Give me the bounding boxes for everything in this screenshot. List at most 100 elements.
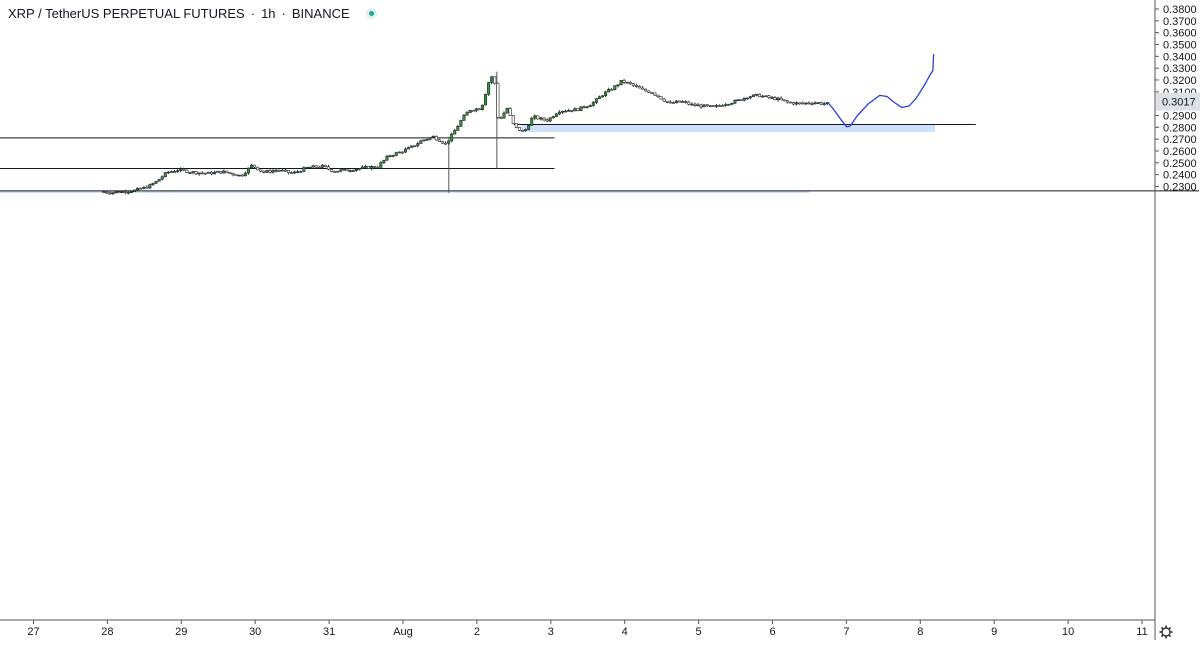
candle <box>791 101 795 106</box>
candle-body <box>231 173 235 176</box>
settings-gear-icon[interactable] <box>1159 625 1173 639</box>
zone-rect[interactable] <box>0 190 810 193</box>
candle-body <box>511 115 515 124</box>
gear-tooth <box>1168 626 1172 630</box>
candle <box>776 96 780 102</box>
candle-body <box>265 170 269 173</box>
time-tick-label: Aug <box>393 626 413 638</box>
candle-body <box>447 140 451 144</box>
candle-body <box>545 119 549 122</box>
candle <box>551 115 555 119</box>
candle <box>209 170 213 176</box>
candle-body <box>625 81 629 84</box>
candle-body <box>702 104 706 108</box>
last-price-badge <box>1156 92 1200 111</box>
candle-body <box>690 103 694 106</box>
candle <box>403 147 407 153</box>
price-tick-label: 0.2700 <box>1163 134 1197 146</box>
price-tick-label: 0.3300 <box>1163 63 1197 75</box>
candle <box>108 191 112 195</box>
time-tick-label: 3 <box>548 626 554 638</box>
candle <box>277 169 281 172</box>
candle-body <box>601 95 605 98</box>
candle <box>819 101 823 105</box>
candle <box>785 99 789 104</box>
candle-body <box>718 105 722 107</box>
candle <box>487 82 491 96</box>
candle <box>690 102 694 106</box>
candle <box>671 101 675 104</box>
candle <box>554 113 558 118</box>
candle-body <box>145 186 149 189</box>
candle <box>182 167 186 172</box>
candle <box>576 108 580 112</box>
candle-body <box>290 172 294 174</box>
candle <box>132 189 136 193</box>
candle <box>499 116 503 119</box>
candle-body <box>591 102 595 106</box>
candle <box>662 97 666 102</box>
candle <box>693 102 697 107</box>
candle-body <box>437 139 441 142</box>
candle-body <box>499 117 503 119</box>
candle-body <box>761 95 765 98</box>
candle <box>514 123 518 129</box>
projection-path[interactable] <box>827 53 935 128</box>
candle <box>259 169 263 173</box>
time-tick-label: 4 <box>622 626 628 638</box>
price-tick-label: 0.2500 <box>1163 158 1197 170</box>
zone-rect[interactable] <box>521 124 936 133</box>
candle-body <box>622 80 626 83</box>
price-tick-label: 0.2300 <box>1163 181 1197 193</box>
candle-body <box>770 97 774 99</box>
candle-body <box>385 155 389 161</box>
candle-body <box>508 108 512 116</box>
candle <box>579 106 583 111</box>
candle-body <box>222 170 226 174</box>
candle-body <box>681 101 685 103</box>
candle-body <box>419 140 423 144</box>
candle-body <box>394 152 398 156</box>
candle-body <box>160 176 164 180</box>
candle <box>739 99 743 102</box>
candle <box>601 95 605 98</box>
candle <box>665 100 669 104</box>
candle <box>557 110 561 116</box>
candle <box>173 170 177 173</box>
candle-body <box>530 117 534 126</box>
candle <box>616 84 620 88</box>
time-tick-label: 29 <box>175 626 187 638</box>
candle <box>524 128 528 132</box>
candle <box>142 186 146 190</box>
candle-body <box>767 95 771 98</box>
candle <box>505 107 509 114</box>
candle <box>437 138 441 142</box>
candle <box>641 86 645 90</box>
candle <box>647 90 651 93</box>
candle-body <box>126 191 130 194</box>
candle <box>391 154 395 158</box>
candle <box>330 168 334 173</box>
candle-body <box>102 191 106 194</box>
candle-body <box>779 97 783 101</box>
candle-body <box>524 129 528 131</box>
candle <box>591 101 595 107</box>
candle <box>120 190 124 194</box>
candle <box>527 124 531 131</box>
candle-body <box>798 102 802 105</box>
candle <box>416 141 420 148</box>
candle-body <box>597 96 601 99</box>
candle <box>597 95 601 99</box>
candle <box>397 151 401 154</box>
candle <box>567 108 571 112</box>
candle <box>114 191 118 194</box>
candle-body <box>428 137 432 140</box>
candle <box>400 151 404 154</box>
candle <box>323 164 327 168</box>
candle <box>604 90 608 98</box>
candle <box>573 107 577 112</box>
candle-body <box>493 76 497 84</box>
candle <box>228 172 232 175</box>
